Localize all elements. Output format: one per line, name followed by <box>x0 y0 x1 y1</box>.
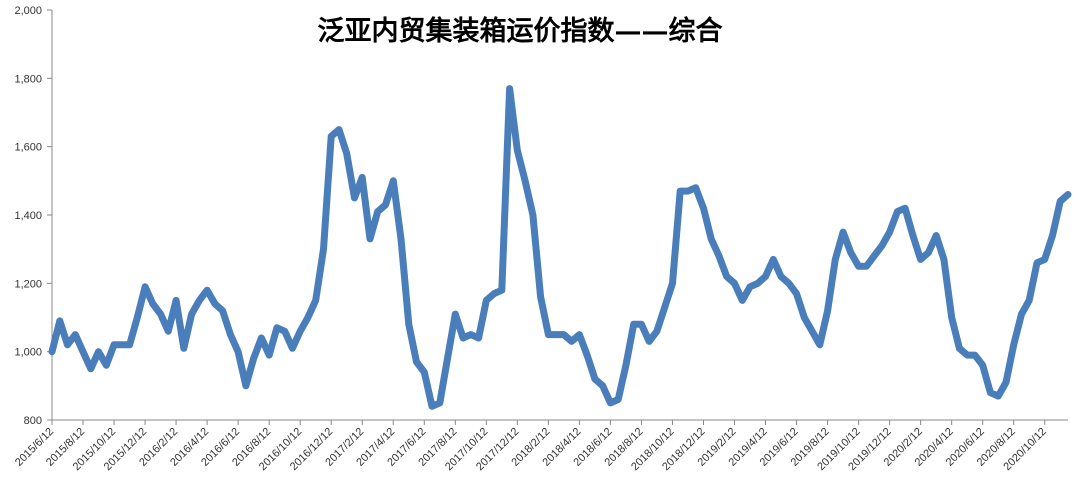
y-tick-label: 1,600 <box>14 142 42 154</box>
y-tick-label: 2,000 <box>14 5 42 17</box>
line-series <box>48 85 1072 410</box>
y-tick-label: 1,800 <box>14 73 42 85</box>
y-tick-label: 1,200 <box>14 278 42 290</box>
chart-title: 泛亚内贸集装箱运价指数——综合 <box>318 15 723 47</box>
y-tick-label: 800 <box>24 415 42 427</box>
y-tick-label: 1,400 <box>14 210 42 222</box>
y-tick-label: 1,000 <box>14 347 42 359</box>
